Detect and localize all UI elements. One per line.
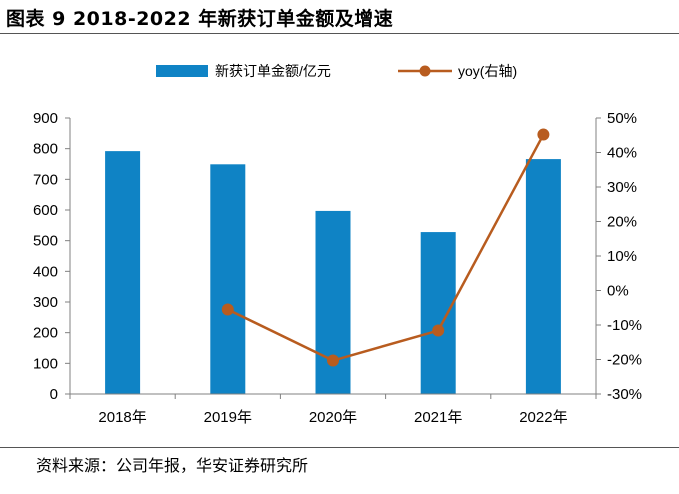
right-tick-label: 40% bbox=[607, 145, 637, 162]
right-tick-label: 10% bbox=[607, 248, 637, 265]
x-tick-label: 2021年 bbox=[414, 409, 462, 426]
bar-5 bbox=[525, 159, 561, 394]
legend-line-marker bbox=[419, 65, 431, 77]
x-tick-label: 2019年 bbox=[204, 409, 252, 426]
left-tick-label: 600 bbox=[33, 202, 58, 219]
plot-area: 0 100 200 300 400 500 600 700 800 900 -30% -20% -10%… bbox=[33, 110, 642, 426]
right-tick-label: 0% bbox=[607, 283, 629, 300]
legend: 新获订单金额/亿元 yoy(右轴) bbox=[156, 63, 517, 79]
figure-title: 图表 9 2018-2022 年新获订单金额及增速 bbox=[6, 8, 394, 30]
left-tick-label: 500 bbox=[33, 233, 58, 250]
left-tick-label: 700 bbox=[33, 171, 58, 188]
right-tick-label: -30% bbox=[607, 386, 642, 403]
source-note: 资料来源：公司年报，华安证券研究所 bbox=[36, 456, 309, 475]
right-tick-label: 50% bbox=[607, 110, 637, 127]
right-tick-label: 30% bbox=[607, 179, 637, 196]
x-tick-label: 2020年 bbox=[309, 409, 357, 426]
yoy-point-1 bbox=[221, 303, 234, 316]
x-tick-label: 2022年 bbox=[519, 409, 567, 426]
yoy-point-4 bbox=[537, 128, 550, 141]
right-tick-label: 20% bbox=[607, 214, 637, 231]
yoy-point-2 bbox=[327, 354, 339, 367]
x-tick-label: 2018年 bbox=[98, 409, 146, 426]
left-tick-label: 900 bbox=[33, 110, 58, 127]
bar-1 bbox=[105, 151, 141, 394]
bar-2 bbox=[210, 164, 246, 394]
left-tick-label: 200 bbox=[33, 325, 58, 342]
right-tick-label: -20% bbox=[607, 352, 642, 369]
legend-bar-label: 新获订单金额/亿元 bbox=[215, 63, 331, 79]
left-tick-label: 400 bbox=[33, 263, 58, 280]
yoy-point-3 bbox=[432, 324, 445, 337]
left-tick-label: 300 bbox=[33, 294, 58, 311]
left-tick-label: 100 bbox=[33, 355, 58, 372]
bar-4 bbox=[420, 232, 456, 394]
left-tick-label: 0 bbox=[50, 386, 58, 403]
bottom-rule bbox=[0, 447, 679, 448]
right-tick-label: -10% bbox=[607, 317, 642, 334]
bar-3 bbox=[315, 210, 351, 394]
yoy-line bbox=[227, 133, 545, 362]
left-tick-label: 800 bbox=[33, 141, 58, 158]
legend-line-label: yoy(右轴) bbox=[458, 63, 517, 79]
top-rule bbox=[0, 33, 679, 34]
legend-bar-swatch bbox=[156, 65, 208, 77]
